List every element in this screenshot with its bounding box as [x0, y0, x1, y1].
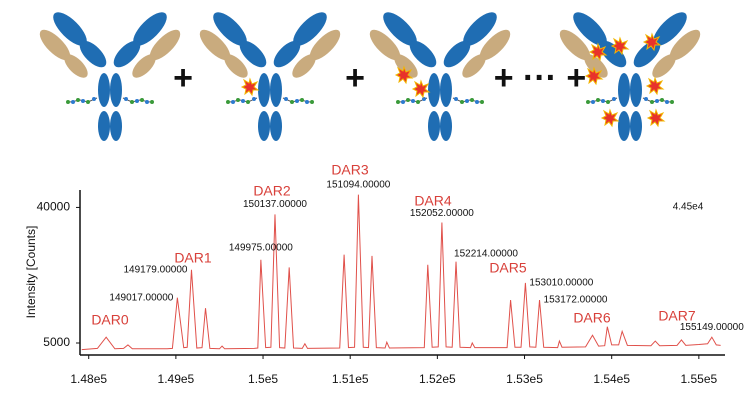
peak-label: 149017.00000	[109, 292, 173, 303]
peak-label: 149975.00000	[229, 242, 293, 253]
peak-label: 150137.00000	[243, 199, 307, 210]
drug	[412, 80, 430, 98]
x-tick-label: 1.55e5	[680, 372, 717, 386]
operator: +	[345, 59, 365, 97]
operator: + ··· +	[494, 59, 587, 97]
dar-label: DAR3	[331, 162, 369, 178]
dar-label: DAR1	[174, 250, 212, 266]
y-tick-label: 5000	[43, 335, 70, 349]
peak-label: 153172.00000	[544, 295, 608, 306]
x-tick-label: 1.51e5	[332, 372, 369, 386]
illustration: + + + ··· +	[35, 7, 705, 141]
peak-label: 151094.00000	[326, 179, 390, 190]
peak-label: 152214.00000	[454, 248, 518, 259]
x-tick-label: 1.53e5	[506, 372, 543, 386]
y-tick-label: 40000	[37, 200, 71, 214]
annotation: 4.45e4	[673, 202, 704, 213]
x-tick-label: 1.49e5	[158, 372, 195, 386]
antibody	[365, 7, 515, 141]
peak-label: 152052.00000	[410, 208, 474, 219]
x-tick-label: 1.48e5	[70, 372, 107, 386]
dar-label: DAR6	[573, 310, 611, 326]
dar-label: DAR7	[658, 308, 696, 324]
drug	[601, 109, 619, 127]
operator: +	[173, 59, 193, 97]
x-tick-label: 1.54e5	[593, 372, 630, 386]
x-tick-label: 1.52e5	[419, 372, 456, 386]
drug	[646, 77, 664, 95]
drug	[647, 109, 665, 127]
antibody	[195, 7, 345, 141]
peak-label: 153010.00000	[529, 278, 593, 289]
dar-label: DAR0	[91, 312, 129, 328]
drug	[241, 78, 259, 96]
peak-label: 149179.00000	[124, 264, 188, 275]
dar-label: DAR2	[253, 183, 291, 199]
dar-label: DAR4	[414, 193, 452, 209]
spectrum-line	[81, 194, 721, 351]
peak-label: 155149.00000	[680, 322, 744, 333]
x-tick-label: 1.5e5	[248, 372, 278, 386]
y-axis-label: Intensity [Counts]	[24, 226, 38, 319]
dar-label: DAR5	[489, 260, 527, 276]
antibody	[35, 7, 185, 141]
